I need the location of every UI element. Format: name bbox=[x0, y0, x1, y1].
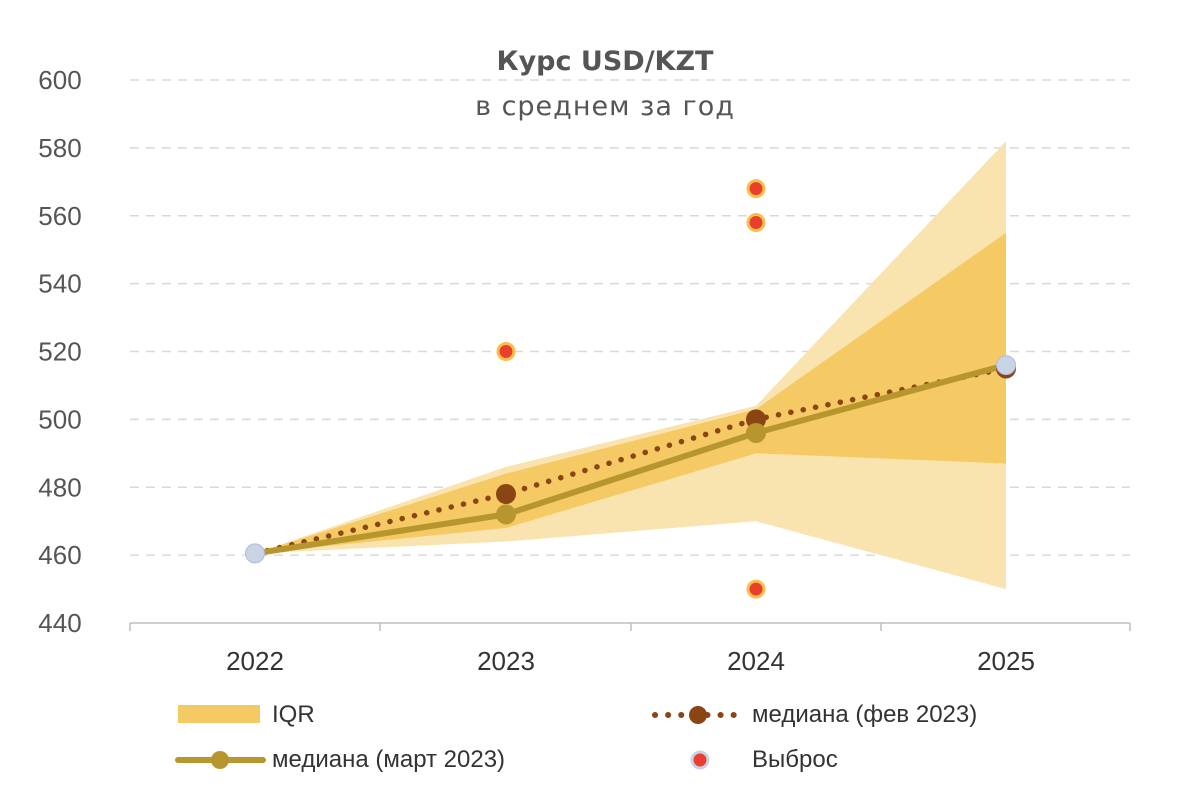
chart-title: Курс USD/KZT bbox=[497, 46, 715, 77]
y-tick-label: 500 bbox=[38, 404, 81, 434]
outlier-point bbox=[746, 579, 766, 599]
legend-median-feb-label: медиана (фев 2023) bbox=[752, 701, 977, 728]
y-tick-label: 460 bbox=[38, 540, 81, 570]
grid-layer bbox=[130, 79, 1130, 556]
y-tick-label: 580 bbox=[38, 133, 81, 163]
legend-outlier-label: Выброс bbox=[752, 746, 838, 773]
chart-subtitle: в среднем за год bbox=[475, 91, 735, 122]
legend-median-feb-marker bbox=[689, 706, 707, 724]
legend-median-mar-label: медиана (март 2023) bbox=[272, 746, 505, 773]
range-band bbox=[255, 141, 1006, 590]
x-tick-label: 2022 bbox=[226, 646, 284, 676]
legend-iqr-swatch bbox=[178, 705, 260, 723]
y-tick-label: 540 bbox=[38, 269, 81, 299]
outlier-point bbox=[746, 179, 766, 199]
legend-outlier-marker bbox=[690, 750, 710, 770]
outlier-point bbox=[746, 213, 766, 233]
x-tick-label: 2024 bbox=[727, 646, 785, 676]
y-tick-label: 520 bbox=[38, 337, 81, 367]
series-layer bbox=[245, 179, 1016, 599]
iqr-band bbox=[255, 232, 1006, 554]
x-tick-label: 2025 bbox=[977, 646, 1035, 676]
y-tick-label: 560 bbox=[38, 201, 81, 231]
y-tick-label: 480 bbox=[38, 472, 81, 502]
start-point bbox=[245, 543, 265, 564]
x-tick-label: 2023 bbox=[477, 646, 535, 676]
median-mar-end-point bbox=[996, 355, 1016, 376]
y-tick-label: 600 bbox=[38, 65, 81, 95]
median-mar-point bbox=[746, 422, 766, 443]
legend: IQR медиана (фев 2023) медиана (март 202… bbox=[175, 701, 977, 773]
median-feb-point bbox=[496, 484, 516, 505]
median-mar-point bbox=[496, 504, 516, 525]
median-feb-line bbox=[252, 365, 1009, 557]
legend-median-mar-marker bbox=[211, 751, 229, 769]
band-layer bbox=[255, 141, 1006, 590]
y-tick-label: 440 bbox=[38, 608, 81, 638]
outlier-point bbox=[496, 342, 516, 361]
axis-layer: 440 460 480 500 520 540 560 580 600 2022 2023 2024 2… bbox=[38, 65, 1131, 676]
median-mar-line bbox=[252, 362, 1009, 557]
legend-iqr-label: IQR bbox=[272, 701, 315, 728]
